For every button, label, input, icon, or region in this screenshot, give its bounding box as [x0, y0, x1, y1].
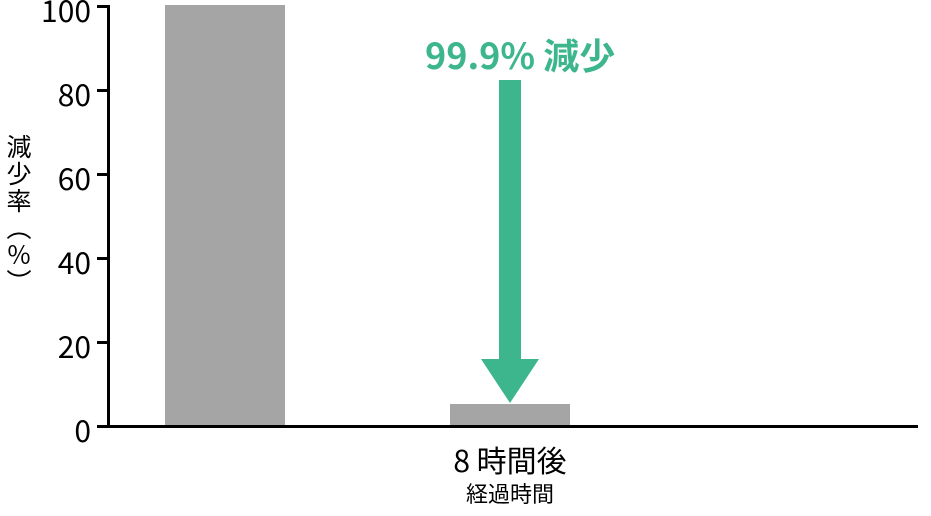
y-tick-mark [97, 257, 107, 260]
reduction-bar-chart: 減少率（％） 0 20 40 60 80 100 99.9% 減少 8 時間後 経過時間 [0, 0, 931, 516]
y-tick-mark [97, 341, 107, 344]
y-tick-mark [97, 173, 107, 176]
x-axis-line [107, 425, 918, 428]
bar [450, 404, 570, 425]
y-axis-label: 減少率（％） [1, 65, 37, 365]
x-axis-label: 経過時間 [400, 477, 620, 509]
x-category-label: 8 時間後 [400, 437, 620, 481]
y-tick-mark [97, 89, 107, 92]
reduction-callout: 99.9% 減少 [425, 28, 615, 80]
y-tick-label: 60 [58, 155, 91, 199]
y-tick-mark [97, 5, 107, 8]
bar [165, 5, 285, 425]
y-tick-label: 100 [41, 0, 91, 31]
y-axis-line [107, 5, 110, 428]
y-tick-label: 80 [58, 71, 91, 115]
y-tick-mark [97, 425, 107, 428]
down-arrow-icon [481, 80, 539, 403]
y-tick-label: 20 [58, 323, 91, 367]
y-tick-label: 0 [74, 407, 91, 451]
y-tick-label: 40 [58, 239, 91, 283]
